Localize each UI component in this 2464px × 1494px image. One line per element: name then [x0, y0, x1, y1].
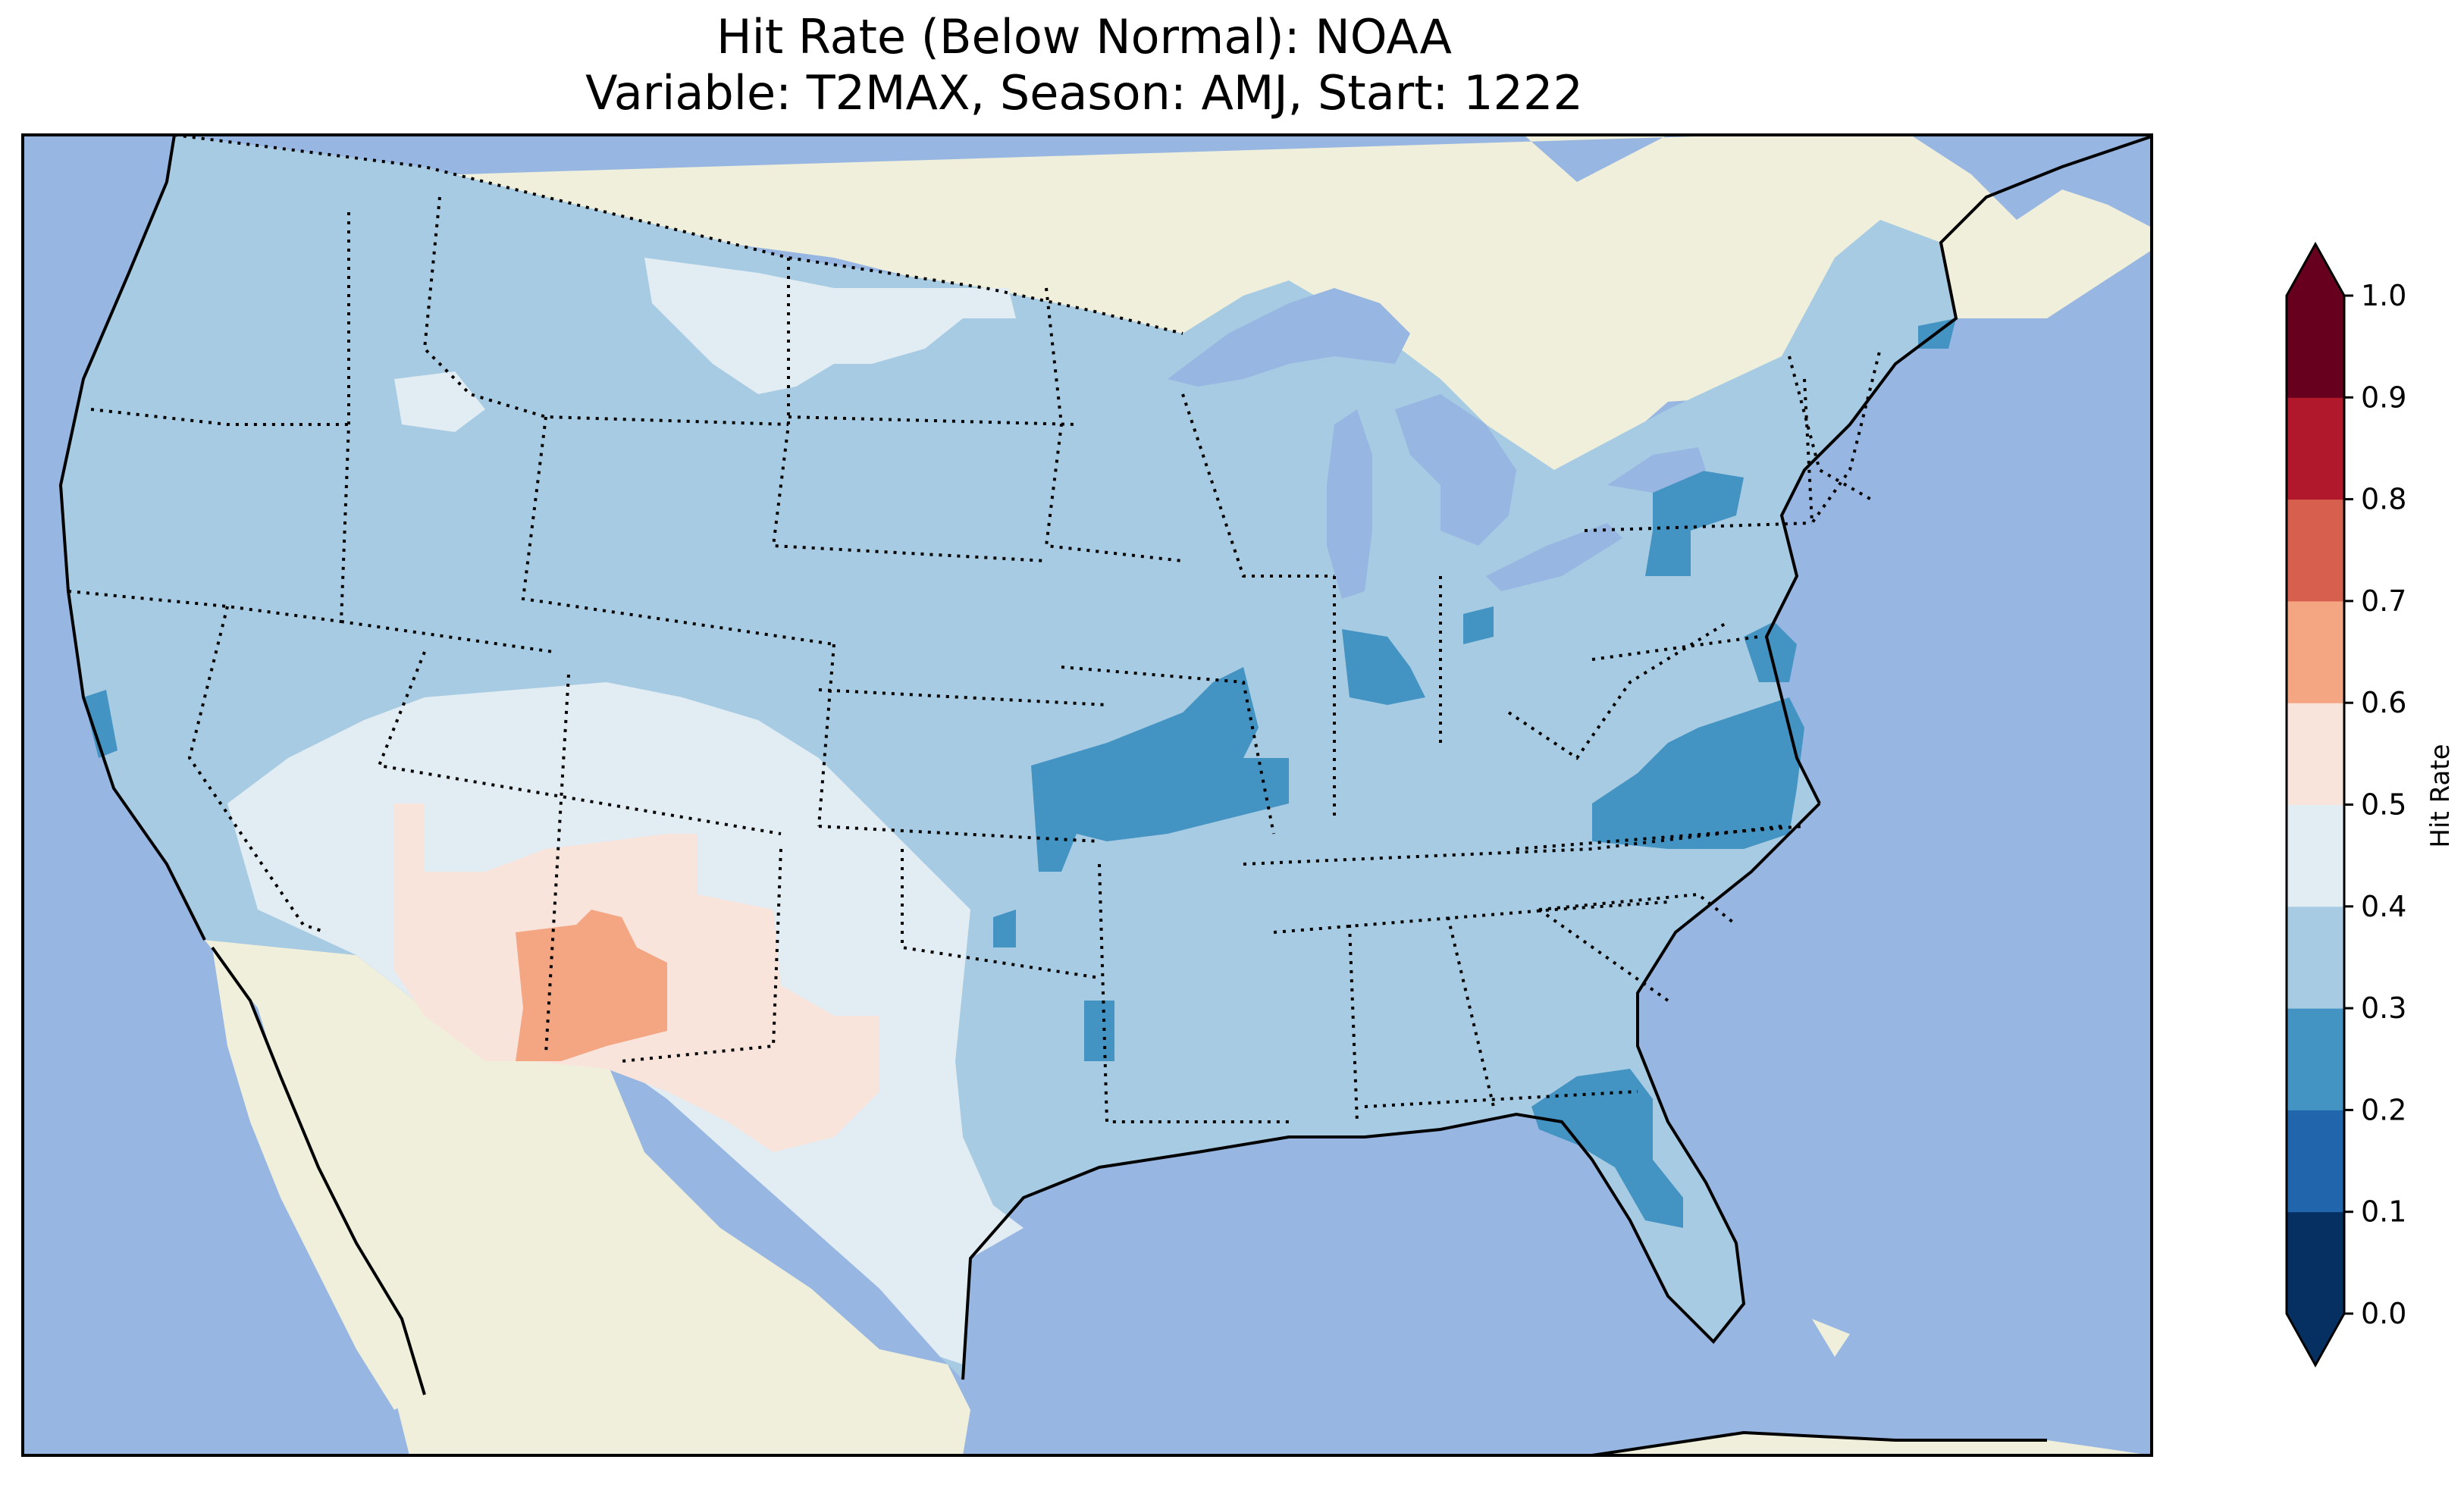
florida-low-patch — [1531, 1069, 1683, 1228]
colorbar-tick-label: 0.9 — [2361, 381, 2406, 414]
state-line-wv — [1507, 620, 1730, 760]
lake-erie — [1486, 523, 1622, 591]
virginia-low-patch — [1592, 697, 1804, 849]
state-line-ut-az — [377, 651, 782, 835]
state-line-ia-mo — [1061, 666, 1275, 835]
arkansas-low-patch — [1084, 1001, 1114, 1061]
colorbar-bin-3 — [2287, 906, 2344, 1009]
colorbar-bin-6 — [2287, 600, 2344, 703]
west-coastline — [58, 135, 206, 941]
state-line-co — [817, 644, 835, 827]
state-line-ms-al — [1348, 924, 1359, 1123]
cuba-coastline — [1591, 1430, 2047, 1455]
colorbar-bin-9 — [2287, 296, 2344, 398]
state-line-wa-or — [90, 408, 349, 426]
indiana-low-patch — [1342, 629, 1425, 705]
colorbar-label: Hit Rate — [2425, 744, 2456, 847]
state-line-ga-fl — [1364, 1090, 1638, 1108]
colorbar-tick-label: 0.0 — [2361, 1297, 2406, 1330]
pennsylvania-low-patch — [1645, 470, 1744, 576]
colorbar-tick-label: 0.6 — [2361, 686, 2406, 719]
state-line-ny-vt — [1788, 355, 1873, 502]
colorbar-tick-label: 1.0 — [2361, 279, 2406, 312]
california-low-patch — [83, 690, 118, 758]
state-line-nm-tx — [621, 848, 782, 1063]
state-line-pa-ny — [1584, 521, 1813, 532]
missouri-low-patch — [1031, 667, 1289, 872]
state-line-nv — [187, 606, 327, 934]
lake-ontario — [1607, 447, 1706, 493]
east-coastline — [1764, 135, 2152, 804]
bahamas — [1812, 1319, 1850, 1357]
ohio-low-patch — [1463, 606, 1494, 644]
colorbar-extend-min — [2287, 1314, 2344, 1365]
state-line-ne-ks — [818, 688, 1108, 706]
state-line-dakotas — [771, 258, 1047, 562]
cuba-land — [1592, 1433, 2152, 1455]
baja-coastline — [211, 946, 426, 1395]
lake-superior — [1168, 288, 1410, 387]
map-frame — [21, 133, 2153, 1457]
montana-light-patch — [644, 258, 1016, 394]
colorbar-bin-7 — [2287, 499, 2344, 602]
colorbar-bin-1 — [2287, 1110, 2344, 1213]
colorbar-bin-0 — [2287, 1211, 2344, 1314]
colorbar-tick-label: 0.3 — [2361, 991, 2406, 1025]
colorbar-extend-max — [2287, 244, 2344, 296]
state-line-nc-sc — [1538, 892, 1738, 926]
nm-tx-low-patch — [993, 910, 1016, 947]
state-line-tn-south — [1273, 900, 1669, 934]
colorbar-tick-label: 0.7 — [2361, 584, 2406, 618]
colorbar-tick-label: 0.5 — [2361, 788, 2406, 822]
state-line-va-nc — [1516, 825, 1805, 850]
state-line-id — [339, 212, 554, 653]
state-line-mn — [1044, 287, 1183, 562]
state-line-mt — [422, 196, 789, 426]
map-title-line-2: Variable: T2MAX, Season: AMJ, Start: 122… — [585, 65, 1583, 121]
state-line-wy — [521, 416, 835, 646]
state-line-nd-sd — [788, 415, 1077, 426]
lake-michigan — [1327, 409, 1372, 599]
idaho-light-patch — [394, 371, 485, 432]
state-line-ks-ok — [818, 825, 1100, 843]
colorbar-tick-label: 0.2 — [2361, 1093, 2406, 1126]
state-line-wi-il — [1181, 393, 1334, 578]
state-line-pa-south — [1591, 635, 1760, 661]
map-title-line-1: Hit Rate (Below Normal): NOAA — [716, 9, 1452, 64]
colorbar-tick-label: 0.1 — [2361, 1195, 2406, 1229]
colorbar-tick-label: 0.8 — [2361, 483, 2406, 516]
colorbar-bin-4 — [2287, 804, 2344, 907]
colorbar-bin-8 — [2287, 397, 2344, 500]
gulf-coastline — [961, 802, 1821, 1380]
colorbar-bin-2 — [2287, 1008, 2344, 1110]
colorbar-bin-5 — [2287, 703, 2344, 805]
baja-land — [212, 947, 425, 1410]
colorbar-tick-label: 0.4 — [2361, 890, 2406, 923]
lake-huron — [1395, 394, 1516, 546]
